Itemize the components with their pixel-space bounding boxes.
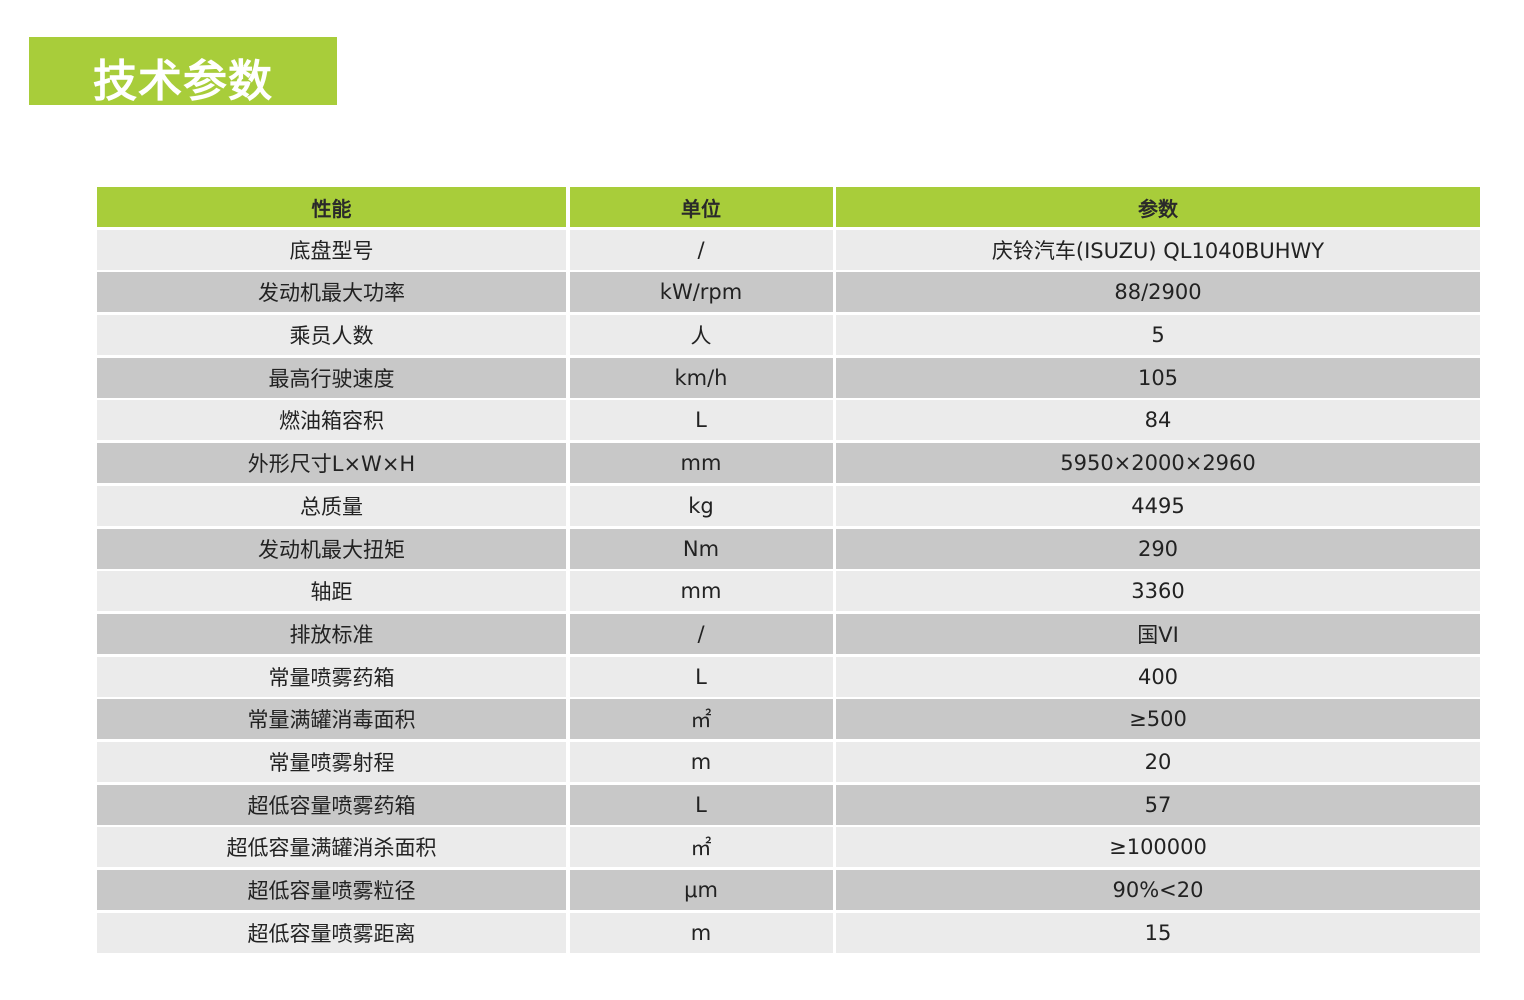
section-title: 技术参数 (93, 56, 273, 107)
performance-cell: 超低容量满罐消杀面积 (97, 827, 566, 868)
performance-cell: 超低容量喷雾粒径 (97, 870, 566, 910)
parameter-cell: 3360 (836, 571, 1480, 612)
performance-cell: 燃油箱容积 (97, 400, 566, 441)
header-unit: 单位 (569, 187, 833, 227)
unit-cell: ㎡ (569, 827, 833, 868)
performance-cell: 超低容量喷雾药箱 (97, 784, 566, 825)
performance-cell: 常量满罐消毒面积 (97, 699, 566, 740)
unit-cell: km/h (569, 357, 833, 398)
performance-cell: 发动机最大扭矩 (97, 528, 566, 569)
performance-cell: 外形尺寸L×W×H (97, 443, 566, 484)
parameter-cell: 庆铃汽车(ISUZU) QL1040BUHWY (836, 229, 1480, 270)
parameter-cell: 290 (836, 528, 1480, 569)
unit-cell: m (569, 741, 833, 782)
performance-cell: 最高行驶速度 (97, 357, 566, 398)
unit-cell: m (569, 912, 833, 953)
parameter-cell: 5950×2000×2960 (836, 443, 1480, 484)
parameter-cell: 15 (836, 912, 1480, 953)
unit-cell: / (569, 613, 833, 654)
performance-cell: 乘员人数 (97, 315, 566, 356)
unit-cell: L (569, 784, 833, 825)
parameter-cell: 5 (836, 315, 1480, 356)
performance-cell: 总质量 (97, 485, 566, 526)
parameter-cell: 4495 (836, 485, 1480, 526)
unit-cell: ㎡ (569, 699, 833, 740)
header-parameter: 参数 (836, 187, 1480, 227)
parameter-cell: 84 (836, 400, 1480, 441)
performance-cell: 发动机最大功率 (97, 272, 566, 313)
performance-cell: 常量喷雾药箱 (97, 656, 566, 697)
section-title-banner: 技术参数 (29, 37, 337, 107)
parameter-cell: 国VI (836, 613, 1480, 654)
header-performance: 性能 (97, 187, 566, 227)
unit-cell: / (569, 229, 833, 270)
parameter-cell: 90%<20 (836, 870, 1480, 910)
unit-cell: kg (569, 485, 833, 526)
unit-cell: μm (569, 870, 833, 910)
parameter-cell: 400 (836, 656, 1480, 697)
performance-cell: 底盘型号 (97, 229, 566, 270)
unit-cell: L (569, 656, 833, 697)
unit-cell: mm (569, 571, 833, 612)
unit-cell: mm (569, 443, 833, 484)
performance-cell: 轴距 (97, 571, 566, 612)
parameter-cell: 88/2900 (836, 272, 1480, 313)
unit-cell: kW/rpm (569, 272, 833, 313)
parameter-cell: 105 (836, 357, 1480, 398)
performance-cell: 常量喷雾射程 (97, 741, 566, 782)
parameter-cell: 20 (836, 741, 1480, 782)
parameter-cell: ≥500 (836, 699, 1480, 740)
performance-cell: 排放标准 (97, 613, 566, 654)
unit-cell: 人 (569, 315, 833, 356)
parameter-cell: ≥100000 (836, 827, 1480, 868)
spec-table: 性能 单位 参数 底盘型号 / 庆铃汽车(ISUZU) QL1040BUHWY 发动机… (97, 187, 1480, 953)
performance-cell: 超低容量喷雾距离 (97, 912, 566, 953)
unit-cell: Nm (569, 528, 833, 569)
parameter-cell: 57 (836, 784, 1480, 825)
unit-cell: L (569, 400, 833, 441)
